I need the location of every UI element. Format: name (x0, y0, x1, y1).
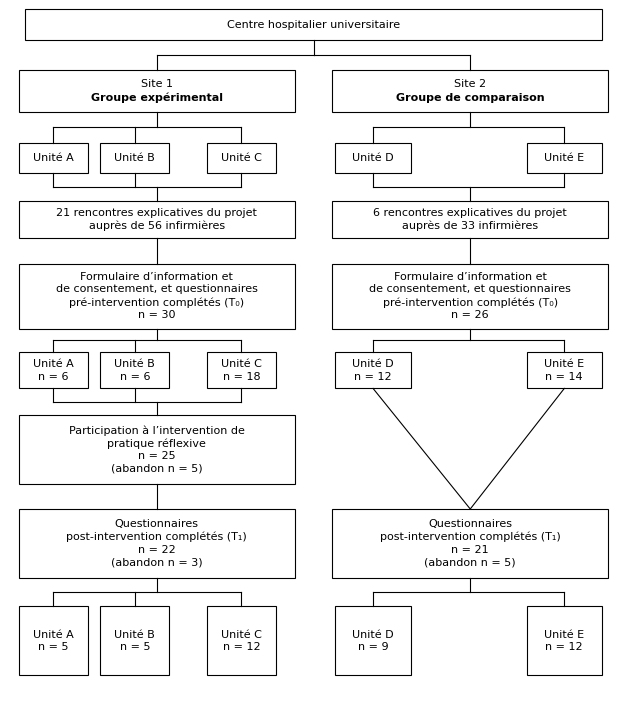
Text: Unité B: Unité B (115, 153, 155, 163)
FancyBboxPatch shape (335, 606, 411, 675)
FancyBboxPatch shape (335, 352, 411, 388)
FancyBboxPatch shape (19, 264, 295, 329)
Text: Unité E
n = 12: Unité E n = 12 (544, 630, 584, 652)
Text: Unité E
n = 14: Unité E n = 14 (544, 359, 584, 382)
Text: Formulaire d’information et
de consentement, et questionnaires
pré-intervention : Formulaire d’information et de consentem… (369, 272, 571, 320)
Text: Site 1: Site 1 (140, 79, 173, 90)
FancyBboxPatch shape (100, 606, 169, 675)
FancyBboxPatch shape (527, 352, 602, 388)
Text: Groupe expérimental: Groupe expérimental (91, 92, 223, 103)
FancyBboxPatch shape (207, 143, 276, 173)
FancyBboxPatch shape (19, 415, 295, 484)
Text: Unité A
n = 5: Unité A n = 5 (33, 630, 73, 652)
FancyBboxPatch shape (332, 264, 608, 329)
FancyBboxPatch shape (207, 352, 276, 388)
Text: Unité B
n = 6: Unité B n = 6 (115, 359, 155, 382)
FancyBboxPatch shape (100, 143, 169, 173)
FancyBboxPatch shape (332, 70, 608, 112)
Text: Unité C: Unité C (221, 153, 262, 163)
FancyBboxPatch shape (19, 70, 295, 112)
Text: Unité D
n = 12: Unité D n = 12 (352, 359, 394, 382)
Text: Unité A: Unité A (33, 153, 73, 163)
Text: 21 rencontres explicatives du projet
auprès de 56 infirmières: 21 rencontres explicatives du projet aup… (56, 208, 257, 231)
FancyBboxPatch shape (19, 201, 295, 238)
FancyBboxPatch shape (19, 143, 88, 173)
FancyBboxPatch shape (527, 143, 602, 173)
FancyBboxPatch shape (19, 352, 88, 388)
FancyBboxPatch shape (19, 509, 295, 578)
Text: Questionnaires
post-intervention complétés (T₁)
n = 22
(abandon n = 3): Questionnaires post-intervention complét… (66, 519, 247, 567)
Text: Formulaire d’information et
de consentement, et questionnaires
pré-intervention : Formulaire d’information et de consentem… (56, 272, 258, 320)
Text: Unité C
n = 12: Unité C n = 12 (221, 630, 262, 652)
FancyBboxPatch shape (527, 606, 602, 675)
FancyBboxPatch shape (335, 143, 411, 173)
FancyBboxPatch shape (19, 606, 88, 675)
Text: Groupe de comparaison: Groupe de comparaison (396, 92, 545, 103)
Text: Questionnaires
post-intervention complétés (T₁)
n = 21
(abandon n = 5): Questionnaires post-intervention complét… (380, 519, 561, 567)
Text: Centre hospitalier universitaire: Centre hospitalier universitaire (227, 19, 400, 30)
FancyBboxPatch shape (332, 201, 608, 238)
Text: Unité D: Unité D (352, 153, 394, 163)
FancyBboxPatch shape (332, 509, 608, 578)
Text: Unité E: Unité E (544, 153, 584, 163)
Text: Unité D
n = 9: Unité D n = 9 (352, 630, 394, 652)
FancyBboxPatch shape (25, 9, 602, 40)
FancyBboxPatch shape (100, 352, 169, 388)
Text: Unité B
n = 5: Unité B n = 5 (115, 630, 155, 652)
Text: 6 rencontres explicatives du projet
auprès de 33 infirmières: 6 rencontres explicatives du projet aupr… (373, 208, 567, 231)
Text: Site 2: Site 2 (454, 79, 487, 90)
FancyBboxPatch shape (207, 606, 276, 675)
Text: Unité A
n = 6: Unité A n = 6 (33, 359, 73, 382)
Text: Participation à l’intervention de
pratique réflexive
n = 25
(abandon n = 5): Participation à l’intervention de pratiq… (69, 425, 245, 474)
Text: Unité C
n = 18: Unité C n = 18 (221, 359, 262, 382)
